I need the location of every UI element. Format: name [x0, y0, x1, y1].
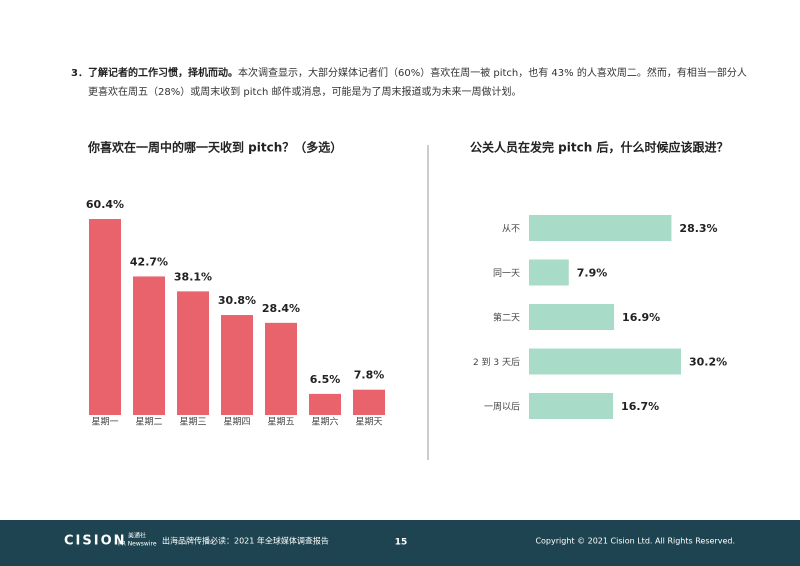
bar — [89, 219, 121, 415]
chart-title: 你喜欢在一周中的哪一天收到 pitch？（多选） — [87, 140, 342, 155]
bar — [177, 291, 209, 415]
bar — [133, 276, 165, 415]
category-label: 第二天 — [493, 312, 520, 324]
category-label: 星期二 — [135, 417, 162, 428]
category-label: 星期一 — [91, 417, 118, 428]
footer-bar — [0, 520, 800, 566]
bar — [353, 389, 385, 415]
report-name: 出海品牌传播必读：2021 年全球媒体调查报告 — [162, 536, 329, 546]
copyright: Copyright © 2021 Cision Ltd. All Rights … — [535, 537, 735, 546]
logo: CISION — [64, 534, 127, 549]
value-label: 30.8% — [218, 294, 256, 307]
page-number: 15 — [395, 538, 408, 548]
value-label: 16.9% — [622, 311, 660, 324]
value-label: 7.8% — [354, 369, 385, 382]
value-label: 42.7% — [130, 255, 168, 268]
category-label: 同一天 — [493, 268, 520, 279]
category-label: 2 到 3 天后 — [473, 356, 520, 368]
value-label: 16.7% — [621, 400, 659, 413]
bar — [529, 259, 569, 286]
value-label: 30.2% — [689, 356, 727, 369]
chart-title: 公关人员在发完 pitch 后，什么时候应该跟进？ — [470, 140, 728, 155]
category-label: 星期三 — [179, 417, 206, 428]
bar — [529, 215, 672, 241]
value-label: 28.4% — [262, 302, 300, 315]
bar — [309, 393, 341, 415]
category-label: 星期天 — [355, 417, 382, 428]
category-label: 星期五 — [267, 417, 294, 428]
bar — [529, 348, 681, 375]
value-label: 38.1% — [174, 270, 212, 283]
bar — [221, 315, 253, 415]
partner: PR Newswire — [118, 541, 157, 548]
value-label: 28.3% — [679, 222, 717, 235]
intro-paragraph: 3．了解记者的工作习惯，择机而动。本次调查显示，大部分媒体记者们（60%）喜欢在… — [71, 64, 748, 102]
bar — [529, 393, 614, 419]
bar — [529, 304, 615, 330]
value-label: 60.4% — [86, 198, 124, 211]
category-label: 一周以后 — [484, 402, 520, 413]
body: 本次调查显示，大部分媒体记者们（60%）喜欢在周一被 pitch，也有 43% … — [88, 68, 747, 98]
value-label: 7.9% — [577, 267, 608, 280]
category-label: 从不 — [502, 224, 520, 235]
lead: 3．了解记者的工作习惯，择机而动。 — [71, 68, 238, 79]
partner-cn: 美通社 — [128, 532, 146, 540]
bar — [265, 322, 297, 415]
category-label: 星期四 — [223, 417, 250, 428]
category-label: 星期六 — [311, 416, 338, 428]
value-label: 6.5% — [310, 373, 341, 386]
